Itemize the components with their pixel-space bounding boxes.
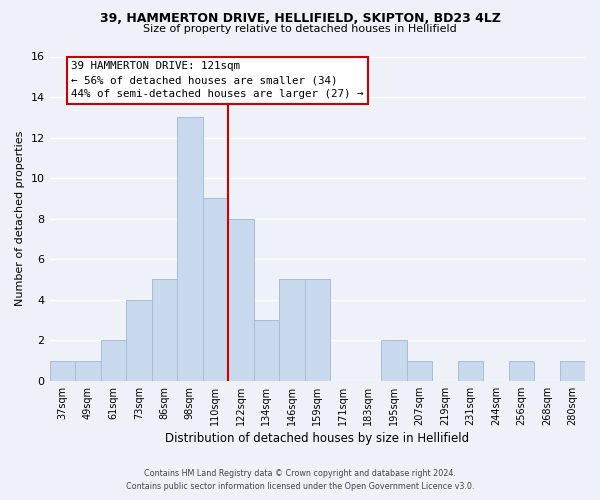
Bar xyxy=(126,300,152,381)
Text: Contains HM Land Registry data © Crown copyright and database right 2024.
Contai: Contains HM Land Registry data © Crown c… xyxy=(126,470,474,491)
Bar xyxy=(305,280,330,381)
Bar xyxy=(152,280,177,381)
Bar xyxy=(228,218,254,381)
Bar xyxy=(75,360,101,381)
Bar xyxy=(509,360,534,381)
Bar xyxy=(50,360,75,381)
Bar xyxy=(560,360,585,381)
Bar xyxy=(101,340,126,381)
Bar xyxy=(458,360,483,381)
Bar xyxy=(203,198,228,381)
Bar xyxy=(177,118,203,381)
Bar xyxy=(279,280,305,381)
Text: Size of property relative to detached houses in Hellifield: Size of property relative to detached ho… xyxy=(143,24,457,34)
X-axis label: Distribution of detached houses by size in Hellifield: Distribution of detached houses by size … xyxy=(165,432,469,445)
Bar xyxy=(381,340,407,381)
Text: 39, HAMMERTON DRIVE, HELLIFIELD, SKIPTON, BD23 4LZ: 39, HAMMERTON DRIVE, HELLIFIELD, SKIPTON… xyxy=(100,12,500,26)
Text: 39 HAMMERTON DRIVE: 121sqm
← 56% of detached houses are smaller (34)
44% of semi: 39 HAMMERTON DRIVE: 121sqm ← 56% of deta… xyxy=(71,62,364,100)
Bar xyxy=(407,360,432,381)
Y-axis label: Number of detached properties: Number of detached properties xyxy=(15,131,25,306)
Bar xyxy=(254,320,279,381)
